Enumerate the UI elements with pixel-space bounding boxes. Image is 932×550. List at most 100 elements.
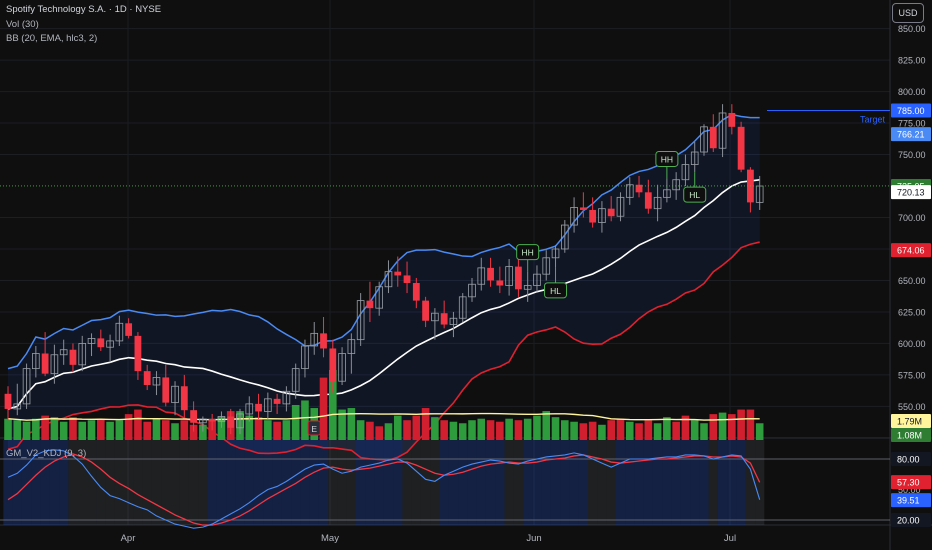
bollinger-bands (7, 113, 760, 462)
volume-bar (254, 417, 263, 440)
volume-bar (755, 423, 764, 440)
kdj-bg-bar (96, 440, 106, 525)
volume-legend[interactable]: Vol (30) (6, 19, 39, 30)
candle-body (41, 353, 49, 374)
candle-body (106, 340, 114, 348)
swing-label: HH (522, 248, 534, 258)
currency-button[interactable]: USD (892, 3, 924, 23)
kdj-tick-label: 50.00 (898, 485, 921, 495)
candle-body (607, 208, 615, 217)
kdj-bg-bar (420, 440, 431, 525)
kdj-bg-bar (31, 440, 41, 525)
candle-body (255, 403, 262, 412)
price-tick-label: 800.00 (898, 87, 926, 97)
kdj-bg-bar (708, 440, 718, 525)
candle-body (143, 371, 151, 385)
kdj-bg-bar (216, 440, 227, 525)
chart-annotations: Target HH HH HL HL E (0, 109, 890, 436)
kdj-bg-bar (188, 440, 199, 525)
price-tick-label: 600.00 (898, 339, 926, 349)
kdj-bg-bar (755, 440, 765, 525)
volume-bar (533, 415, 541, 440)
volume-bar (338, 409, 346, 440)
volume-bar (106, 421, 114, 440)
candle-body (533, 273, 541, 286)
kdj-bg-bar (253, 440, 264, 525)
kdj-legend[interactable]: GM_V2_KDJ (9, 3) (6, 448, 87, 459)
volume-bar (653, 423, 662, 440)
kdj-bg-bar (606, 440, 616, 525)
kdj-bg-bar (272, 440, 282, 525)
volume-bar (551, 417, 560, 440)
volume-bar (134, 409, 142, 440)
middle-band-line (7, 179, 760, 410)
candle-body (87, 337, 96, 344)
kdj-bg-bar (615, 440, 626, 525)
volume-bar (561, 420, 569, 440)
candle-body (515, 266, 522, 290)
price-badge (891, 428, 931, 442)
candle-body (199, 418, 207, 424)
volume-bar (97, 418, 105, 440)
candle-body (635, 184, 643, 193)
price-axis: 850.00825.00800.00775.00750.00700.00675.… (891, 24, 931, 527)
kdj-bg-bar (588, 440, 598, 525)
candle-body (22, 368, 31, 405)
kdj-bg-bar (170, 440, 180, 525)
kdj-badge-label: 57.30 (897, 478, 920, 488)
candle-body (59, 349, 68, 356)
price-tick-label: 750.00 (898, 150, 926, 160)
volume-bar (690, 420, 699, 440)
kdj-bg-bar (699, 440, 709, 525)
time-tick-label: May (321, 533, 339, 544)
candle-body (737, 126, 745, 170)
kdj-bg-bar (300, 440, 310, 525)
volume-bar (143, 421, 151, 440)
candle-body (663, 189, 671, 198)
kdj-badge-label: 80.00 (897, 455, 920, 465)
kdj-badge (891, 452, 931, 466)
volume-bar (468, 420, 476, 440)
kdj-bg-bar (625, 440, 635, 525)
volume-ma-line (7, 412, 760, 421)
candle-body (366, 300, 374, 309)
candle-body (487, 267, 494, 281)
kdj-bg-bar (179, 440, 189, 525)
kdj-bg-bar (402, 440, 412, 525)
kdj-bg-bar (671, 440, 681, 525)
candle-body (134, 335, 142, 372)
price-badge-label: 785.00 (897, 106, 925, 116)
candle-body (180, 386, 188, 411)
price-badge (891, 243, 931, 258)
candle-body (264, 398, 272, 412)
time-axis: Apr May Jun Jul (121, 533, 736, 544)
volume-bar (245, 415, 254, 440)
volume-bar (41, 415, 49, 440)
kdj-bg-bar (662, 440, 672, 525)
kdj-bg-bar (430, 440, 440, 525)
candle-body (4, 393, 12, 409)
candle-body (449, 317, 458, 325)
volume-bar (264, 420, 272, 440)
volume-bar (50, 417, 59, 440)
volume-bar (496, 421, 504, 440)
price-badge (891, 103, 931, 118)
volume-bar (458, 423, 467, 440)
candle-body (384, 271, 393, 288)
candle-body (477, 267, 486, 285)
candle-body (403, 275, 411, 283)
price-badge-label: 1.08M (897, 431, 922, 441)
time-tick-label: Jun (526, 533, 541, 544)
candle-body (458, 296, 467, 319)
volume-bar (440, 420, 448, 440)
kdj-bg-bar (235, 440, 245, 525)
kdj-bg-bar (578, 440, 588, 525)
candle-body (690, 151, 699, 166)
bollinger-legend[interactable]: BB (20, EMA, hlc3, 2) (6, 33, 98, 44)
kdj-bg-bar (504, 440, 514, 525)
volume-bar (180, 420, 189, 440)
volume-bar (161, 420, 170, 440)
earnings-marker-label: E (311, 424, 317, 434)
